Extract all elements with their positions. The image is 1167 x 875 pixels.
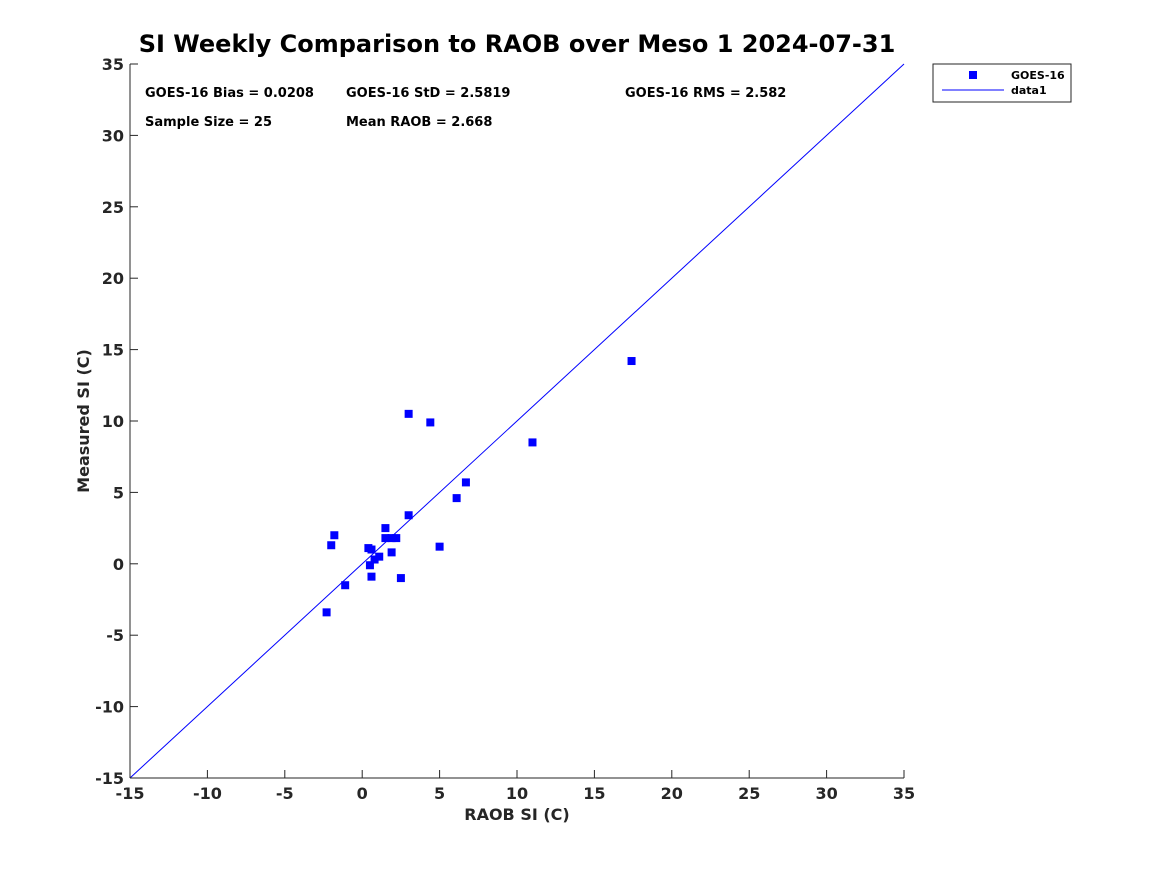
data-point bbox=[426, 418, 435, 427]
stat-mean-raob: Mean RAOB = 2.668 bbox=[346, 115, 492, 130]
x-tick-label: -15 bbox=[116, 784, 145, 803]
legend: GOES-16 data1 bbox=[932, 63, 1072, 103]
data-point bbox=[435, 542, 444, 551]
data-point bbox=[330, 531, 339, 540]
data-point bbox=[322, 608, 331, 617]
stat-std: GOES-16 StD = 2.5819 bbox=[346, 86, 510, 101]
data-point bbox=[387, 534, 396, 543]
legend-marker-goes16 bbox=[969, 71, 977, 79]
y-tick-label: 15 bbox=[102, 341, 124, 360]
data-point bbox=[375, 552, 384, 561]
y-tick-label: 35 bbox=[102, 55, 124, 74]
data1-line bbox=[129, 63, 905, 779]
x-tick-label: 20 bbox=[661, 784, 683, 803]
data-point bbox=[370, 555, 379, 564]
plot-area bbox=[129, 63, 905, 779]
y-tick-label: 5 bbox=[113, 483, 124, 502]
y-tick-label: 30 bbox=[102, 126, 124, 145]
data-point bbox=[381, 524, 390, 533]
data-point bbox=[367, 545, 376, 554]
y-tick-label: 10 bbox=[102, 412, 124, 431]
x-tick-label: 10 bbox=[506, 784, 528, 803]
y-tick-label: 25 bbox=[102, 198, 124, 217]
stat-bias: GOES-16 Bias = 0.0208 bbox=[145, 86, 314, 101]
chart-title: SI Weekly Comparison to RAOB over Meso 1… bbox=[139, 30, 896, 58]
x-tick-label: 35 bbox=[893, 784, 915, 803]
data-point bbox=[404, 511, 413, 520]
stat-rms: GOES-16 RMS = 2.582 bbox=[625, 86, 786, 101]
stats-annotations: GOES-16 Bias = 0.0208 GOES-16 StD = 2.58… bbox=[145, 86, 786, 130]
data-point bbox=[396, 574, 405, 583]
data-point bbox=[627, 357, 636, 366]
legend-label-goes16: GOES-16 bbox=[1011, 69, 1065, 82]
data-point bbox=[327, 541, 336, 550]
y-tick-label: -5 bbox=[106, 626, 124, 645]
data-point bbox=[341, 581, 350, 590]
y-tick-label: 0 bbox=[113, 555, 124, 574]
stat-sample-size: Sample Size = 25 bbox=[145, 115, 272, 130]
data-point bbox=[461, 478, 470, 487]
x-tick-label: 25 bbox=[738, 784, 760, 803]
y-axis-label: Measured SI (C) bbox=[74, 349, 93, 493]
x-tick-label: 15 bbox=[583, 784, 605, 803]
data-point bbox=[365, 561, 374, 570]
x-axis-label: RAOB SI (C) bbox=[464, 805, 569, 824]
data-point bbox=[387, 548, 396, 557]
data-point bbox=[528, 438, 537, 447]
x-axis-ticks: -15 -10 -5 0 5 10 15 20 25 30 35 bbox=[116, 770, 915, 803]
y-tick-label: -10 bbox=[95, 698, 124, 717]
y-tick-label: 20 bbox=[102, 269, 124, 288]
y-tick-label: -15 bbox=[95, 769, 124, 788]
x-tick-label: -5 bbox=[276, 784, 294, 803]
data-point bbox=[392, 534, 401, 543]
series-line-data1 bbox=[129, 63, 905, 779]
data-point bbox=[381, 534, 390, 543]
data-point bbox=[452, 494, 461, 503]
x-tick-label: 30 bbox=[815, 784, 837, 803]
legend-label-data1: data1 bbox=[1011, 84, 1047, 97]
x-tick-label: 0 bbox=[357, 784, 368, 803]
x-tick-label: 5 bbox=[434, 784, 445, 803]
data-point bbox=[404, 409, 413, 418]
x-tick-label: -10 bbox=[193, 784, 222, 803]
legend-box bbox=[932, 63, 1072, 103]
series-points-goes16 bbox=[322, 357, 636, 617]
y-axis-ticks: -15 -10 -5 0 5 10 15 20 25 30 35 bbox=[95, 55, 138, 788]
data-point bbox=[367, 572, 376, 581]
